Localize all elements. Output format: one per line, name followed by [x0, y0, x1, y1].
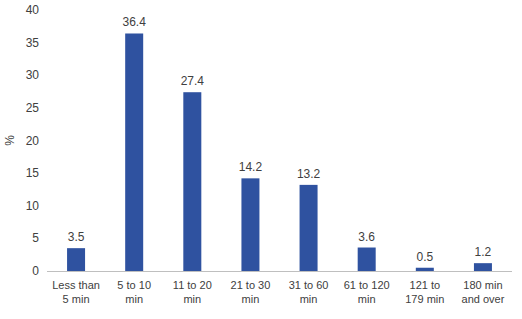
y-tick-label: 15	[26, 166, 40, 180]
y-tick-label: 30	[26, 68, 40, 82]
bar	[241, 178, 259, 271]
x-tick-label-line: min	[242, 293, 260, 305]
bar	[183, 92, 201, 271]
chart: % 0 5 10 15 20 25 30 35 40 3.5 36.4 27.4 14.2 13.2 3.6 0…	[0, 0, 522, 319]
x-tick-label-line: 21 to 30	[231, 279, 271, 291]
data-label: 36.4	[123, 15, 147, 29]
bar	[358, 248, 376, 271]
x-tick-label-line: 121 to	[410, 279, 441, 291]
y-tick-label: 10	[26, 199, 40, 213]
x-tick-label-line: min	[358, 293, 376, 305]
data-label: 3.6	[358, 230, 375, 244]
x-tick-label: 31 to 60 min	[289, 279, 329, 305]
x-tick-label: 21 to 30 min	[231, 279, 271, 305]
bar	[300, 185, 318, 271]
x-tick-label: 121 to 179 min	[405, 279, 444, 305]
bar	[474, 263, 492, 271]
bar	[125, 33, 143, 271]
x-tick-label: 11 to 20 min	[173, 279, 212, 305]
x-tick-label-line: Less than	[52, 279, 100, 291]
x-tick-label-line: and over	[462, 293, 505, 305]
x-tick-label-line: min	[300, 293, 318, 305]
data-label: 14.2	[239, 160, 263, 174]
data-label: 27.4	[181, 74, 205, 88]
bar	[67, 248, 85, 271]
x-tick-label-line: min	[125, 293, 143, 305]
x-tick-label: 61 to 120 min	[344, 279, 390, 305]
y-tick-label: 35	[26, 36, 40, 50]
x-tick-label: 180 min and over	[462, 279, 505, 305]
bar	[416, 268, 434, 271]
x-tick-label-line: 179 min	[405, 293, 444, 305]
data-label: 13.2	[297, 167, 321, 181]
x-tick-label-line: 11 to 20	[173, 279, 212, 291]
data-label: 3.5	[68, 230, 85, 244]
x-tick-label-line: min	[183, 293, 201, 305]
y-tick-label: 25	[26, 101, 40, 115]
x-tick-label-line: 61 to 120	[344, 279, 390, 291]
y-tick-label: 5	[32, 231, 39, 245]
x-tick-label-line: 5 min	[63, 293, 90, 305]
y-tick-label: 40	[26, 3, 40, 17]
y-tick-label: 0	[32, 264, 39, 278]
x-tick-label: 5 to 10 min	[117, 279, 151, 305]
data-label: 0.5	[416, 250, 433, 264]
x-tick-label: Less than 5 min	[52, 279, 100, 305]
y-tick-label: 20	[26, 134, 40, 148]
data-label: 1.2	[475, 245, 492, 259]
bars	[67, 33, 492, 271]
y-axis-label: %	[3, 135, 17, 146]
x-tick-label-line: 31 to 60	[289, 279, 329, 291]
x-tick-label-line: 180 min	[463, 279, 502, 291]
x-tick-label-line: 5 to 10	[117, 279, 151, 291]
x-axis-line	[47, 271, 512, 272]
